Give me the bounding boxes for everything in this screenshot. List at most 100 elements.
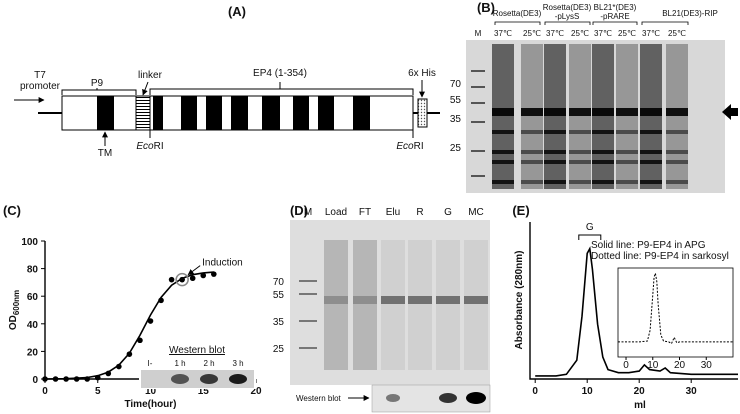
marker-label: 25	[450, 143, 462, 154]
strain-label: -pRARE	[600, 12, 629, 21]
panel-d: (D) M Load FT Elu R G MC 70 55 35 25 Western b…	[273, 203, 491, 413]
inset-lane-label: I-	[148, 359, 153, 368]
lane-band	[592, 150, 614, 154]
lane-band	[592, 130, 614, 134]
lane-label: Elu	[386, 207, 400, 218]
lane-band	[492, 160, 514, 164]
induction-ring	[175, 272, 189, 287]
target-band	[464, 296, 488, 304]
marker-label: 55	[450, 95, 462, 106]
marker-band	[299, 280, 317, 282]
site-label: EcoRI	[396, 141, 423, 152]
site-rest: RI	[414, 141, 424, 152]
panel-label: (D)	[290, 203, 308, 218]
marker-label: 55	[273, 290, 285, 301]
inset-line	[618, 271, 733, 345]
inset-x-tick-label: 30	[701, 360, 713, 371]
y-tick-label: 0	[32, 375, 38, 386]
x-tick-label: 10	[582, 386, 594, 397]
lane-smear	[616, 44, 638, 189]
temperature-label: 25℃	[523, 29, 541, 38]
lane-band	[569, 150, 591, 154]
lane-band	[544, 180, 566, 184]
fit-line	[44, 271, 214, 380]
target-band	[666, 108, 688, 116]
marker-label: 70	[450, 79, 462, 90]
lane-smear	[436, 240, 460, 370]
panel-label: (E)	[512, 203, 529, 218]
lane-band	[492, 180, 514, 184]
lane-band	[616, 180, 638, 184]
lane-label: MC	[468, 207, 484, 218]
ep4-label: EP4 (1-354)	[253, 68, 307, 79]
site-italic: Eco	[396, 141, 414, 152]
temperature-labels: 37℃ 25℃ 37℃ 25℃ 37℃ 25℃ 37℃ 25℃	[494, 29, 686, 38]
his-label: 6x His	[408, 68, 436, 79]
y-tick-label: 20	[27, 347, 39, 358]
data-point	[147, 318, 154, 324]
temperature-label: 37℃	[494, 29, 512, 38]
marker-label: 25	[273, 344, 285, 355]
y-tick-label: 40	[27, 320, 39, 331]
inset-lane-label: 3 h	[232, 359, 243, 368]
temperature-label: 25℃	[571, 29, 589, 38]
strain-label: BL21(DE3)-RIP	[662, 9, 718, 18]
target-band	[436, 296, 460, 304]
lane-smear	[640, 44, 662, 189]
lane-label: M	[475, 29, 482, 38]
site-rest: RI	[154, 141, 164, 152]
lane-smear	[592, 44, 614, 189]
lane-band	[569, 130, 591, 134]
y-tick-label: 60	[27, 292, 39, 303]
marker-label: 70	[273, 277, 285, 288]
lane-band	[640, 130, 662, 134]
temperature-label: 25℃	[618, 29, 636, 38]
inset-lane-label: 1 h	[174, 359, 185, 368]
ep4-tm-segments	[153, 96, 370, 130]
panel-e: (E) 0 10 20 30 ml Absorbance (280nm) G Solid lin…	[512, 203, 738, 411]
panel-b: (B) Rosetta(DE3) Rosetta(DE3) -pLysS BL2…	[450, 0, 738, 193]
inset-x-tick-label: 10	[647, 360, 659, 371]
x-tick-label: 0	[532, 386, 538, 397]
target-band	[408, 296, 432, 304]
lane-band	[666, 150, 688, 154]
inset-title: Western blot	[169, 345, 225, 356]
lane-smear	[408, 240, 432, 370]
lane-labels: M Load FT Elu R G MC	[304, 207, 484, 218]
peak-bracket	[578, 234, 602, 240]
blot-band	[229, 374, 247, 384]
y-tick-label: 80	[27, 265, 39, 276]
lane-label: M	[304, 207, 312, 218]
lane-band	[544, 130, 566, 134]
linker-region	[135, 95, 151, 131]
lane-band	[592, 180, 614, 184]
inset-lane-label: 2 h	[203, 359, 214, 368]
lane-band	[569, 160, 591, 164]
marker-label: 35	[450, 114, 462, 125]
panel-c: (C) 0 20 40 60 80 100 0 5 10 15 20 Time(hour) OD600nm…	[3, 203, 262, 410]
marker-band	[299, 320, 317, 322]
legend-note: Dotted line: P9-EP4 in sarkosyl	[591, 251, 729, 262]
marker-label: 35	[273, 317, 285, 328]
target-band	[521, 108, 543, 116]
legend-note: Solid line: P9-EP4 in APG	[591, 240, 706, 251]
blot-band	[466, 392, 486, 404]
lane-band	[616, 150, 638, 154]
x-tick-label: 30	[686, 386, 698, 397]
lane-band	[492, 150, 514, 154]
peak-label: G	[586, 222, 594, 233]
marker-band	[299, 347, 317, 349]
data-point	[168, 276, 175, 283]
lane-smear	[353, 240, 377, 370]
target-band	[492, 108, 514, 116]
panel-a: (A) T7 promoter P9 linker EP4 (1-354) 6x…	[14, 4, 440, 159]
lane-label: FT	[359, 207, 371, 218]
p9-bracket	[61, 88, 137, 95]
lane-band	[616, 160, 638, 164]
target-band	[569, 108, 591, 116]
target-band	[544, 108, 566, 116]
p9-label: P9	[91, 78, 104, 89]
lane-smear	[544, 44, 566, 189]
lane-smear	[464, 240, 488, 370]
temperature-label: 37℃	[594, 29, 612, 38]
